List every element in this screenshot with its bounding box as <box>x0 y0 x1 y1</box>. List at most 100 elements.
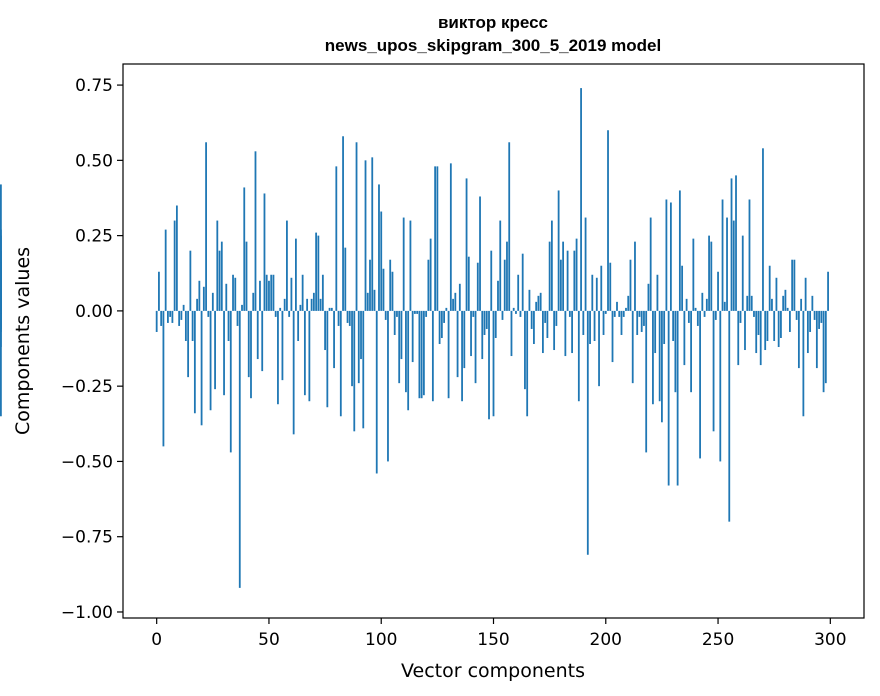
bar <box>402 217 405 311</box>
bar <box>238 310 241 588</box>
bar <box>461 310 463 402</box>
bar <box>196 298 198 311</box>
bar <box>0 310 2 314</box>
bar <box>319 298 322 311</box>
y-tick-label: −0.50 <box>61 452 113 472</box>
bar <box>649 217 652 311</box>
bar <box>200 310 203 426</box>
bar <box>416 310 419 314</box>
bar <box>207 310 210 317</box>
bar <box>555 310 558 326</box>
bar <box>506 241 508 311</box>
bar <box>193 310 196 414</box>
bar <box>279 307 282 311</box>
bar <box>366 292 369 311</box>
bar <box>806 310 809 354</box>
bar <box>575 238 578 311</box>
bar <box>757 310 760 335</box>
bar <box>328 307 331 311</box>
bar <box>0 310 2 417</box>
bar <box>542 310 544 354</box>
x-tick-label: 250 <box>702 630 734 650</box>
bar <box>452 298 454 311</box>
bar <box>607 130 609 311</box>
bar <box>515 310 517 314</box>
bar <box>625 307 627 311</box>
bar <box>326 310 329 408</box>
bar <box>175 205 178 311</box>
bar <box>771 298 773 311</box>
bar <box>281 310 284 381</box>
bar <box>528 289 531 311</box>
bar <box>272 274 275 311</box>
bar <box>667 310 670 486</box>
bar <box>476 262 479 311</box>
bar <box>382 268 385 311</box>
bar <box>791 259 794 311</box>
bar <box>728 310 731 522</box>
bar <box>526 310 529 417</box>
bar <box>573 250 576 311</box>
bar <box>418 310 421 399</box>
bar <box>425 310 428 317</box>
bar <box>647 283 650 311</box>
bar <box>330 307 333 311</box>
bar <box>600 265 603 311</box>
bar <box>777 310 780 348</box>
bar <box>656 274 659 311</box>
bar <box>324 310 326 351</box>
bar <box>443 310 445 323</box>
bar <box>645 310 648 453</box>
bar <box>422 310 425 396</box>
bar <box>521 253 524 311</box>
bar <box>243 187 246 311</box>
bar <box>634 241 636 311</box>
bar <box>510 310 513 357</box>
bar <box>818 310 820 329</box>
bar <box>813 310 816 320</box>
bar <box>187 310 190 378</box>
bar <box>705 298 708 311</box>
bar <box>739 310 742 323</box>
bar <box>501 310 504 320</box>
bar <box>764 310 767 351</box>
bar <box>362 310 365 429</box>
bar <box>710 241 713 311</box>
bar <box>364 160 367 311</box>
bar <box>753 310 755 317</box>
bar <box>220 241 223 311</box>
bar <box>470 310 472 357</box>
bar <box>274 310 277 317</box>
bar <box>303 310 306 396</box>
bar <box>517 274 520 311</box>
bar <box>672 310 675 341</box>
x-tick-label: 300 <box>814 630 846 650</box>
bar <box>535 301 538 311</box>
bar <box>0 310 2 348</box>
bar <box>762 148 764 311</box>
bar <box>449 163 452 311</box>
bar <box>503 259 506 311</box>
bar <box>431 310 434 402</box>
bar <box>512 307 515 311</box>
bar <box>292 310 295 435</box>
bar <box>236 310 239 326</box>
bar <box>396 310 398 317</box>
bar <box>759 310 762 366</box>
x-tick-label: 50 <box>258 630 280 650</box>
bar <box>184 310 187 341</box>
bar <box>440 310 443 338</box>
bar <box>160 310 163 326</box>
bar <box>454 292 457 311</box>
bar <box>800 298 803 311</box>
bar <box>198 280 201 311</box>
bar <box>755 310 758 354</box>
bar <box>211 292 214 311</box>
bar <box>550 220 553 311</box>
bar <box>333 310 335 369</box>
bar <box>665 199 668 311</box>
bar <box>429 238 432 311</box>
bar <box>256 310 259 360</box>
bar <box>214 310 216 390</box>
chart-subtitle: news_upos_skipgram_300_5_2019 model <box>325 36 661 55</box>
